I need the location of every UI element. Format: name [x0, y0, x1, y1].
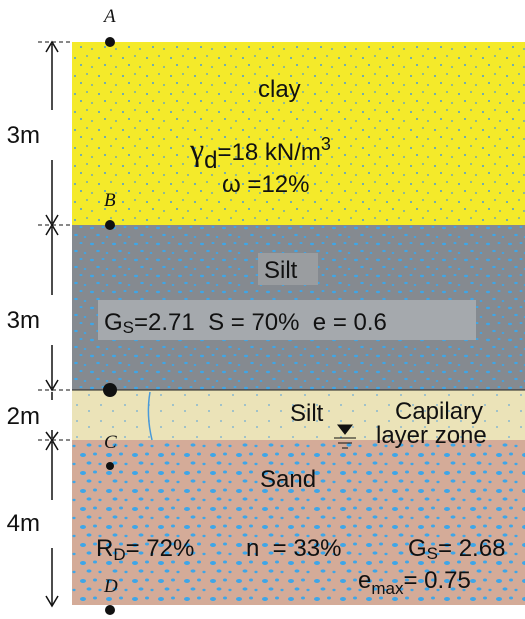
note: layer zone	[376, 422, 487, 449]
thickness: 2m	[7, 403, 40, 430]
layer-name: Silt	[290, 400, 324, 427]
dimensions	[38, 40, 72, 608]
property: GS= 2.68	[408, 535, 505, 563]
water-table	[334, 424, 356, 449]
note: Capilary	[395, 398, 483, 425]
thickness: 3m	[7, 122, 40, 149]
label-bg	[258, 253, 318, 285]
property: emax= 0.75	[358, 567, 471, 598]
crack	[147, 391, 153, 441]
layer-name: Silt	[264, 257, 298, 284]
thickness: 4m	[7, 510, 40, 537]
point-label: D	[103, 576, 118, 597]
property: GS=2.71 S = 70% e = 0.6	[104, 309, 387, 337]
property: n = 33%	[246, 535, 341, 562]
capillary-layer	[72, 390, 525, 440]
point-label: B	[104, 190, 116, 211]
point-label: C	[104, 432, 117, 453]
clay-layer	[72, 42, 525, 225]
layer-name: clay	[258, 76, 301, 103]
thickness: 3m	[7, 307, 40, 334]
property: γd=18 kN/m3	[189, 131, 331, 174]
point-label: A	[102, 6, 116, 27]
layer-name: Sand	[260, 466, 316, 493]
property: RD= 72%	[96, 535, 194, 564]
points	[103, 37, 117, 615]
sand-layer	[72, 440, 525, 605]
label-bg	[98, 300, 476, 340]
property: ω =12%	[222, 171, 309, 198]
